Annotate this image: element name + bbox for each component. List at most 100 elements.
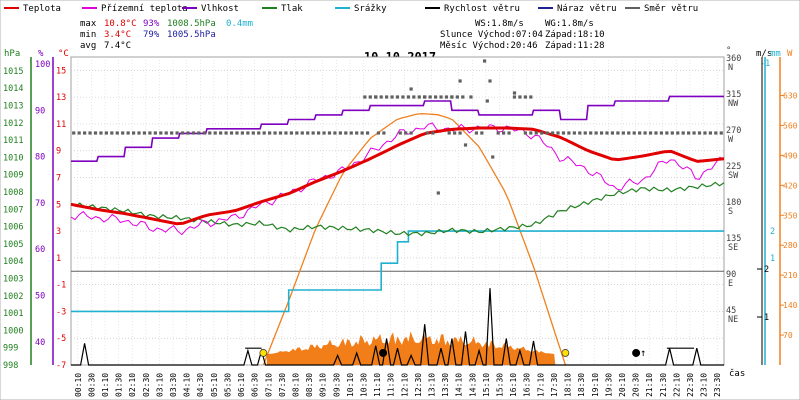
wind-direction-mark — [703, 131, 707, 135]
x-tick-label: 14:10 — [455, 373, 464, 397]
sunset-info: Západ:18:10 — [545, 30, 605, 40]
temperature-tick-label: 9 — [56, 147, 61, 157]
direction-degree-label: 360 — [726, 54, 741, 64]
w-tick-label: 140 — [783, 301, 798, 310]
temperature-tick-label: -5 — [56, 334, 66, 344]
hpa-tick-label: 998 — [3, 361, 18, 371]
wind-direction-mark — [338, 131, 342, 135]
x-tick-label: 23:30 — [713, 373, 722, 397]
wind-direction-mark — [572, 131, 576, 135]
plot-frame — [70, 56, 725, 366]
wind-direction-mark — [295, 131, 299, 135]
pressure-line — [70, 181, 725, 237]
wind-direction-mark — [246, 131, 250, 135]
wind-direction-mark — [164, 131, 168, 135]
wind-direction-mark — [273, 131, 277, 135]
wind-direction-mark — [379, 95, 383, 99]
hpa-tick-label: 1000 — [3, 326, 23, 336]
wind-direction-mark — [208, 131, 212, 135]
x-tick-label: 04:30 — [196, 373, 205, 397]
wind-direction-mark — [404, 131, 408, 135]
wind-direction-mark — [197, 131, 201, 135]
direction-compass-label: NW — [728, 99, 739, 109]
temperature-tick-label: 1 — [56, 254, 61, 264]
w-tick-label: 560 — [783, 121, 798, 130]
stat-avg-temp: 7.4°C — [104, 41, 131, 51]
hpa-tick-label: 1005 — [3, 240, 23, 250]
wind-direction-mark — [262, 131, 266, 135]
hpa-tick-label: 999 — [3, 344, 18, 354]
wind-direction-mark — [502, 131, 506, 135]
percent-tick-label: 50 — [35, 292, 45, 302]
wind-direction-mark — [439, 95, 443, 99]
ground-temperature-line — [70, 122, 725, 236]
hpa-tick-label: 1006 — [3, 223, 23, 233]
direction-degree-label: 135 — [726, 234, 741, 244]
x-tick-label: 09:30 — [332, 373, 341, 397]
wind-direction-mark — [599, 131, 604, 135]
wind-direction-mark — [589, 131, 593, 135]
wind-direction-mark — [425, 131, 430, 135]
wind-direction-mark — [229, 131, 234, 135]
wind-direction-mark — [605, 131, 609, 135]
x-tick-label: 09:10 — [319, 373, 328, 397]
wind-direction-mark — [482, 59, 487, 63]
hpa-tick-label: 1014 — [3, 84, 23, 94]
wind-direction-mark — [632, 131, 636, 135]
wind-direction-mark — [463, 143, 468, 147]
percent-tick-label: 60 — [35, 245, 45, 255]
moonrise-arrow-icon: ↑ — [640, 348, 646, 359]
direction-compass-label: N — [728, 63, 733, 73]
wind-direction-mark — [409, 87, 413, 91]
wind-direction-mark — [153, 131, 157, 135]
direction-compass-label: NE — [728, 315, 738, 325]
wind-direction-mark — [550, 131, 555, 135]
legend-label: Srážky — [354, 4, 387, 14]
direction-degree-label: 90 — [726, 270, 736, 280]
legend-label: Tlak — [281, 4, 303, 14]
hpa-tick-label: 1008 — [3, 188, 23, 198]
wind-direction-mark — [99, 131, 103, 135]
wind-direction-mark — [507, 131, 511, 135]
hpa-tick-label: 1013 — [3, 101, 23, 111]
legend-label: Směr větru — [644, 4, 698, 14]
wind-direction-mark — [455, 95, 459, 99]
direction-compass-label: SW — [728, 171, 739, 181]
x-tick-label: 15:30 — [496, 373, 505, 397]
temperature-line — [70, 126, 725, 226]
moonset-marker — [379, 348, 388, 357]
wind-direction-mark — [219, 131, 223, 135]
wind-direction-mark — [583, 131, 587, 135]
wind-direction-mark — [561, 131, 566, 135]
wind-direction-mark — [518, 95, 522, 99]
w-tick-label: 350 — [783, 211, 798, 220]
wind-direction-mark — [401, 95, 405, 99]
x-tick-label: 12:30 — [414, 373, 423, 397]
ms-tick-label: 2 — [764, 265, 769, 275]
x-tick-label: 19:10 — [591, 373, 600, 397]
wind-direction-mark — [159, 131, 163, 135]
x-tick-label: 21:30 — [659, 373, 668, 397]
wind-direction-mark — [458, 79, 462, 83]
x-tick-label: 03:10 — [155, 373, 164, 397]
direction-degree-label: 180 — [726, 198, 741, 208]
wind-direction-mark — [480, 131, 484, 135]
x-tick-label: 15:10 — [482, 373, 491, 397]
x-tick-label: 12:10 — [400, 373, 409, 397]
wind-speed-info: WS:1.8m/s — [475, 19, 524, 29]
wind-direction-mark — [385, 95, 389, 99]
legend-label: Přízemní teplota — [101, 4, 188, 14]
wind-direction-mark — [567, 131, 571, 135]
stat-label: avg — [80, 41, 96, 51]
x-tick-label: 05:30 — [223, 373, 232, 397]
wind-direction-mark — [540, 131, 544, 135]
wind-direction-mark — [428, 95, 432, 99]
wind-direction-mark — [398, 131, 402, 135]
wind-direction-mark — [578, 131, 582, 135]
x-tick-label: 11:10 — [373, 373, 382, 397]
x-tick-label: 01:30 — [115, 373, 124, 397]
wind-direction-mark — [496, 131, 500, 135]
direction-degree-label: 45 — [726, 306, 736, 316]
x-tick-label: 19:30 — [604, 373, 613, 397]
x-tick-label: 16:10 — [509, 373, 518, 397]
